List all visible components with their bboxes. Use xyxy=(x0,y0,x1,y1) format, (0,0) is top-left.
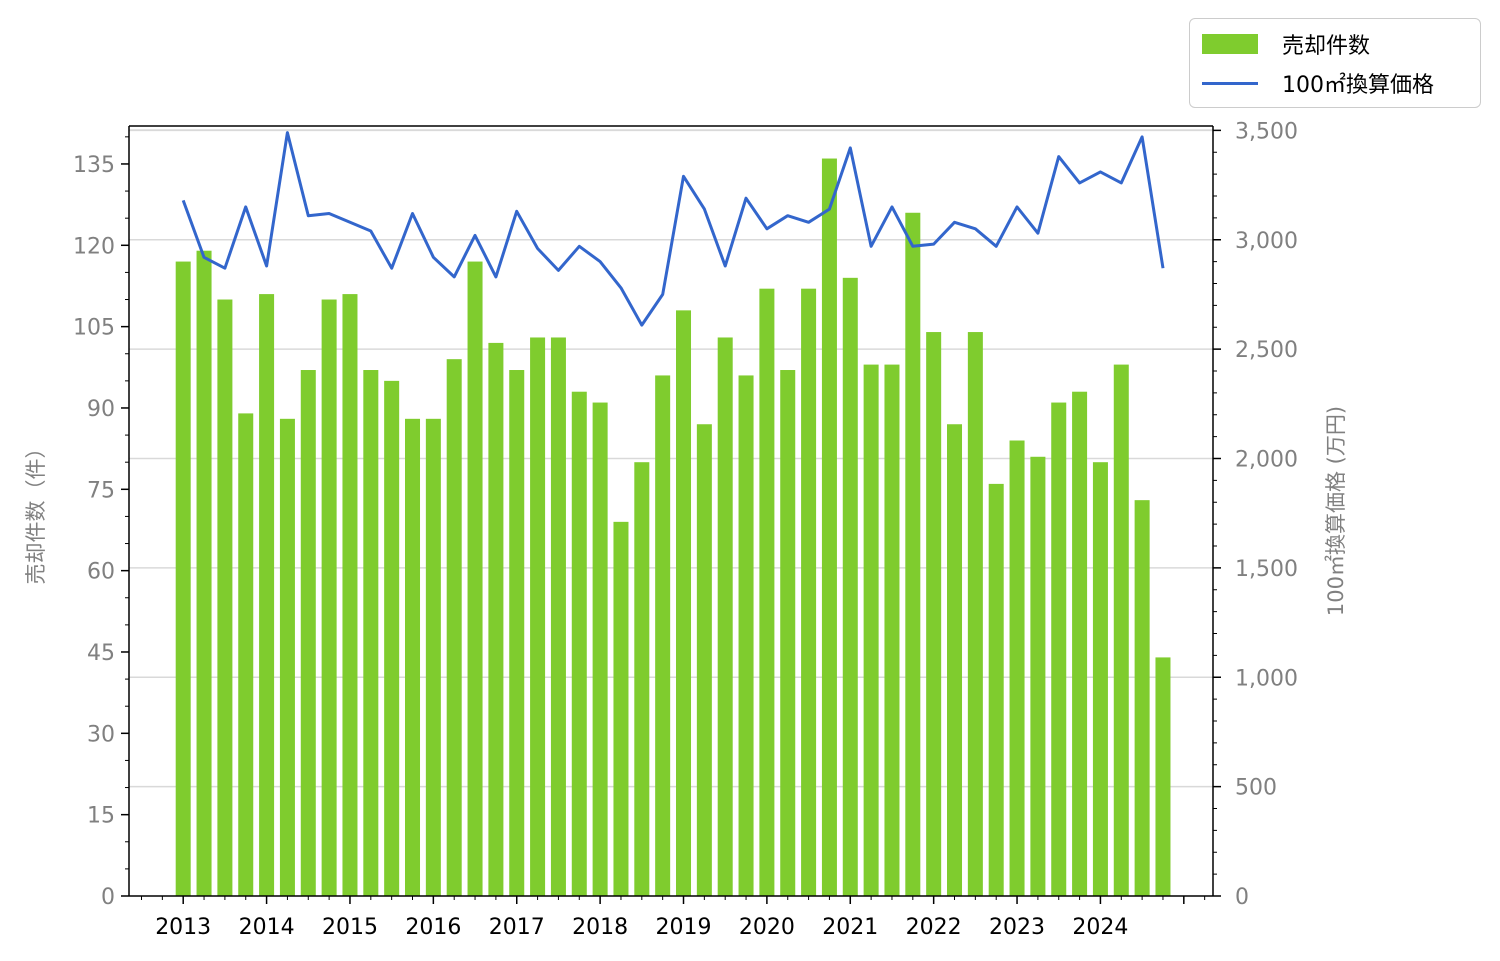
x-tick-label: 2018 xyxy=(572,915,628,940)
right-tick-label: 3,500 xyxy=(1235,119,1298,144)
bar xyxy=(259,294,275,896)
line-swatch xyxy=(1202,81,1258,85)
x-tick-label: 2019 xyxy=(656,915,712,940)
bar xyxy=(592,402,608,896)
bar xyxy=(509,370,525,896)
bar xyxy=(821,158,837,896)
bar xyxy=(550,337,566,896)
left-tick-label: 105 xyxy=(73,316,115,341)
legend-item-line: 100㎡換算価格 xyxy=(1190,66,1434,100)
bar xyxy=(279,418,295,896)
bar xyxy=(947,424,963,896)
bar xyxy=(321,299,337,896)
bar-series xyxy=(175,158,1171,897)
bar xyxy=(175,261,191,897)
right-axis-ticks: 0 500 1,000 1,500 2,000 2,500 3,000 3,500 xyxy=(1213,119,1298,910)
x-tick-label: 2015 xyxy=(322,915,378,940)
bar xyxy=(446,359,462,896)
left-tick-label: 60 xyxy=(87,560,115,585)
line-series xyxy=(181,131,1165,327)
bar xyxy=(488,342,504,897)
right-tick-label: 1,000 xyxy=(1235,666,1298,691)
left-axis-label: 売却件数（件） xyxy=(24,438,48,585)
bar xyxy=(1030,456,1046,896)
bar xyxy=(1134,500,1150,896)
bar xyxy=(801,288,817,897)
legend-item-bar: 売却件数 xyxy=(1190,27,1370,61)
left-tick-label: 0 xyxy=(101,885,115,910)
x-axis-ticks: 2013 2014 2015 2016 2017 2018 2019 2020 2021 2022… xyxy=(141,896,1206,940)
right-tick-label: 500 xyxy=(1235,776,1277,801)
bar xyxy=(1051,402,1067,896)
x-tick-label: 2024 xyxy=(1072,915,1128,940)
legend-label-line: 100㎡換算価格 xyxy=(1282,73,1434,98)
bar xyxy=(405,418,421,896)
bar xyxy=(717,337,733,896)
bar xyxy=(634,462,650,896)
x-tick-label: 2016 xyxy=(405,915,461,940)
left-axis-ticks: 0 15 30 45 60 75 90 105 120 135 xyxy=(73,136,129,910)
bar xyxy=(530,337,546,896)
left-tick-label: 135 xyxy=(73,153,115,178)
bar xyxy=(884,364,900,896)
bar xyxy=(1155,657,1171,896)
bar xyxy=(425,418,441,896)
right-tick-label: 2,500 xyxy=(1235,338,1298,363)
bar xyxy=(1092,462,1108,896)
bar xyxy=(217,299,233,896)
bar xyxy=(467,261,483,897)
bar xyxy=(300,370,316,896)
left-tick-label: 90 xyxy=(87,397,115,422)
legend: 売却件数 100㎡換算価格 xyxy=(1189,18,1481,108)
x-tick-label: 2022 xyxy=(906,915,962,940)
bar xyxy=(613,521,629,896)
x-tick-label: 2017 xyxy=(489,915,545,940)
right-tick-label: 0 xyxy=(1235,885,1249,910)
x-tick-label: 2020 xyxy=(739,915,795,940)
bar xyxy=(905,212,921,896)
bar xyxy=(363,370,379,896)
bar xyxy=(988,483,1004,896)
bar xyxy=(738,375,754,896)
bar xyxy=(1072,391,1088,896)
bar xyxy=(571,391,587,896)
left-tick-label: 75 xyxy=(87,478,115,503)
right-tick-label: 1,500 xyxy=(1235,557,1298,582)
bar xyxy=(842,277,858,896)
left-tick-label: 45 xyxy=(87,641,115,666)
bar xyxy=(384,380,400,897)
x-tick-label: 2013 xyxy=(155,915,211,940)
bar xyxy=(655,375,671,896)
bar-swatch xyxy=(1202,34,1258,54)
x-tick-label: 2023 xyxy=(989,915,1045,940)
bar xyxy=(863,364,879,896)
left-tick-label: 30 xyxy=(87,722,115,747)
bar xyxy=(1009,440,1025,896)
x-tick-label: 2014 xyxy=(239,915,295,940)
bar xyxy=(926,332,942,896)
left-tick-label: 120 xyxy=(73,234,115,259)
bar xyxy=(696,424,712,896)
right-axis-label: 100㎡換算価格 (万円) xyxy=(1324,406,1348,616)
bar xyxy=(238,413,254,896)
bar xyxy=(967,332,983,896)
left-tick-label: 15 xyxy=(87,804,115,829)
bar xyxy=(1113,364,1129,896)
bar xyxy=(196,250,212,896)
legend-label-bar: 売却件数 xyxy=(1282,34,1371,59)
right-tick-label: 2,000 xyxy=(1235,448,1298,473)
bar xyxy=(342,294,358,896)
axes xyxy=(128,125,1214,897)
bar xyxy=(780,370,796,896)
x-tick-label: 2021 xyxy=(822,915,878,940)
right-tick-label: 3,000 xyxy=(1235,229,1298,254)
bar xyxy=(759,288,775,897)
price-line xyxy=(181,131,1165,327)
bar xyxy=(676,310,692,896)
